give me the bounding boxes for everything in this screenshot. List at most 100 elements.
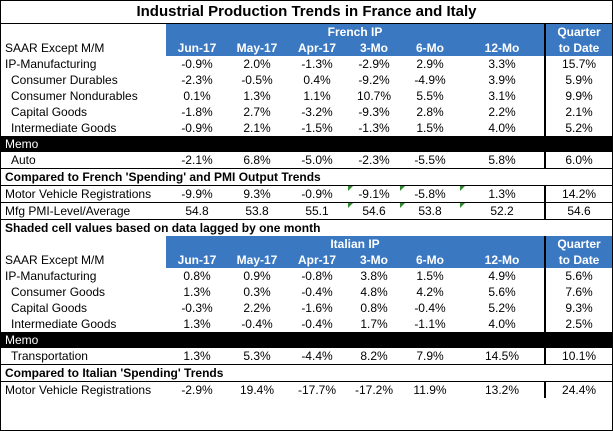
italy-col-header: 12-Mo <box>460 252 546 268</box>
italy-memo-row-value: 5.3% <box>228 348 286 365</box>
france-compare-row-value: -0.9% <box>286 185 348 203</box>
france-band-row: French IP Quarter <box>1 24 613 40</box>
france-row-value: 3.3% <box>488 57 516 71</box>
france-compare-row-label: Mfg PMI-Level/Average <box>1 202 166 220</box>
italy-memo-row-value: -4.4% <box>286 348 348 365</box>
france-row-value: 2.8% <box>416 105 444 119</box>
italy-col-header: Apr-17 <box>286 252 348 268</box>
france-row-label: Consumer Durables <box>11 73 118 87</box>
italy-memo-row-value: 14.5% <box>460 348 546 365</box>
italy-row-label: Capital Goods <box>11 301 88 315</box>
table-row: Consumer Nondurables 0.1% 1.3% 1.1% 10.7% 5.5… <box>1 88 613 104</box>
france-row-value: 1.3% <box>243 89 271 103</box>
france-memo-header: Memo <box>1 136 613 152</box>
table-row: Mfg PMI-Level/Average 54.8 53.8 55.1 54.6 53.… <box>1 202 613 220</box>
france-compare-row-qtd: 14.2% <box>544 185 613 203</box>
table-row: Capital Goods -1.8% 2.7% -3.2% -9.3% 2.8% 2.2%… <box>1 104 613 120</box>
table-row: Motor Vehicle Registrations -2.9% 19.4% -17… <box>1 381 613 398</box>
table-row: IP-Manufacturing -0.9% 2.0% -1.3% -2.9% 2.9% 3… <box>1 56 613 72</box>
france-header-row: SAAR Except M/M Jun-17 May-17 Apr-17 3-Mo 6-M… <box>1 40 613 56</box>
france-col-header: May-17 <box>228 40 286 56</box>
france-row-value: -9.2% <box>358 73 390 87</box>
france-compare-row-value: -9.9% <box>166 185 228 203</box>
italy-compare-row-value: -2.9% <box>166 381 228 398</box>
table-row: Auto -2.1% 6.8% -5.0% -2.3% -5.5% 5.8% 6.0% <box>1 152 613 169</box>
italy-row-value: -0.4% <box>301 285 333 299</box>
france-qtd-label-2: to Date <box>544 40 613 56</box>
table-row: Intermediate Goods -0.9% 2.1% -1.5% -1.3% 1.5… <box>1 120 613 136</box>
italy-header-label: SAAR Except M/M <box>1 252 166 268</box>
france-row-qtd: 9.9% <box>544 88 613 104</box>
table-row: Capital Goods -0.3% 2.2% -1.6% 0.8% -0.4% 5.2%… <box>1 300 613 316</box>
france-col-header: 12-Mo <box>460 40 546 56</box>
france-memo-row-value: -5.5% <box>400 152 460 169</box>
france-compare-label: Compared to French 'Spending' and PMI Ou… <box>1 168 613 186</box>
italy-compare-row-qtd: 24.4% <box>544 381 613 398</box>
france-compare-row-qtd: 54.6 <box>544 202 613 220</box>
italy-row-value: 1.3% <box>183 317 211 331</box>
italy-qtd-label-1: Quarter <box>544 236 613 252</box>
france-compare-row-value: 53.8 <box>228 202 286 220</box>
france-header-label: SAAR Except M/M <box>1 40 166 56</box>
france-row-value: -0.9% <box>181 121 213 135</box>
italy-row-value: 4.9% <box>488 269 516 283</box>
italy-row-value: 1.7% <box>360 317 388 331</box>
italy-band-blank <box>1 236 166 252</box>
france-row-label: Intermediate Goods <box>11 121 117 135</box>
france-memo-row-label: Auto <box>1 152 166 169</box>
italy-band: Italian IP <box>166 236 546 252</box>
italy-row-value: 3.8% <box>360 269 388 283</box>
italy-row-value: 0.9% <box>243 269 271 283</box>
france-compare-row-value: 9.3% <box>228 185 286 203</box>
france-compare-row-value: -9.1% <box>348 185 400 203</box>
italy-row-qtd: 9.3% <box>544 300 613 316</box>
italy-row-value: 1.5% <box>416 269 444 283</box>
italy-col-header: May-17 <box>228 252 286 268</box>
italy-compare-row-value: -17.7% <box>286 381 348 398</box>
italy-row-qtd: 2.5% <box>544 316 613 332</box>
france-compare-row-value: 1.3% <box>460 185 546 203</box>
italy-row-label: IP-Manufacturing <box>5 269 97 283</box>
france-row-value: 2.7% <box>243 105 271 119</box>
france-row-value: 2.2% <box>488 105 516 119</box>
france-col-header: 3-Mo <box>348 40 400 56</box>
france-row-value: -2.3% <box>181 73 213 87</box>
france-row-label: Consumer Nondurables <box>11 89 138 103</box>
france-row-value: -1.8% <box>181 105 213 119</box>
france-row-value: 3.1% <box>488 89 516 103</box>
france-compare-row-value: -5.8% <box>400 185 460 203</box>
france-row-qtd: 5.2% <box>544 120 613 136</box>
france-row-value: 2.0% <box>243 57 271 71</box>
italy-memo-row-qtd: 10.1% <box>544 348 613 365</box>
italy-compare-row-value: 19.4% <box>228 381 286 398</box>
italy-compare-header: Compared to Italian 'Spending' Trends <box>1 364 613 382</box>
italy-row-value: -1.1% <box>414 317 446 331</box>
italy-compare-row-value: 11.9% <box>400 381 460 398</box>
italy-row-value: -0.8% <box>301 269 333 283</box>
france-row-value: 3.9% <box>488 73 516 87</box>
france-memo-row-value: -5.0% <box>286 152 348 169</box>
italy-memo-row-label: Transportation <box>1 348 166 365</box>
italy-col-header: 6-Mo <box>400 252 460 268</box>
france-memo-row-qtd: 6.0% <box>544 152 613 169</box>
france-row-value: -2.9% <box>358 57 390 71</box>
france-row-value: -4.9% <box>414 73 446 87</box>
france-memo-row-value: 5.8% <box>460 152 546 169</box>
france-row-value: 2.9% <box>416 57 444 71</box>
france-memo-label: Memo <box>1 136 613 152</box>
italy-row-value: 1.3% <box>183 285 211 299</box>
france-compare-row-value: 54.8 <box>166 202 228 220</box>
france-row-value: 5.5% <box>416 89 444 103</box>
italy-compare-row-value: 13.2% <box>460 381 546 398</box>
france-memo-row-value: -2.1% <box>166 152 228 169</box>
italy-header-row: SAAR Except M/M Jun-17 May-17 Apr-17 3-Mo 6-M… <box>1 252 613 268</box>
italy-row-qtd: 7.6% <box>544 284 613 300</box>
italy-col-header: 3-Mo <box>348 252 400 268</box>
shade-note: Shaded cell values based on data lagged … <box>1 219 613 236</box>
italy-row-value: 5.6% <box>488 285 516 299</box>
italy-compare-row-label: Motor Vehicle Registrations <box>1 381 166 398</box>
france-row-label: IP-Manufacturing <box>5 57 97 71</box>
italy-band-row: Italian IP Quarter <box>1 236 613 252</box>
france-row-label: Capital Goods <box>11 105 88 119</box>
